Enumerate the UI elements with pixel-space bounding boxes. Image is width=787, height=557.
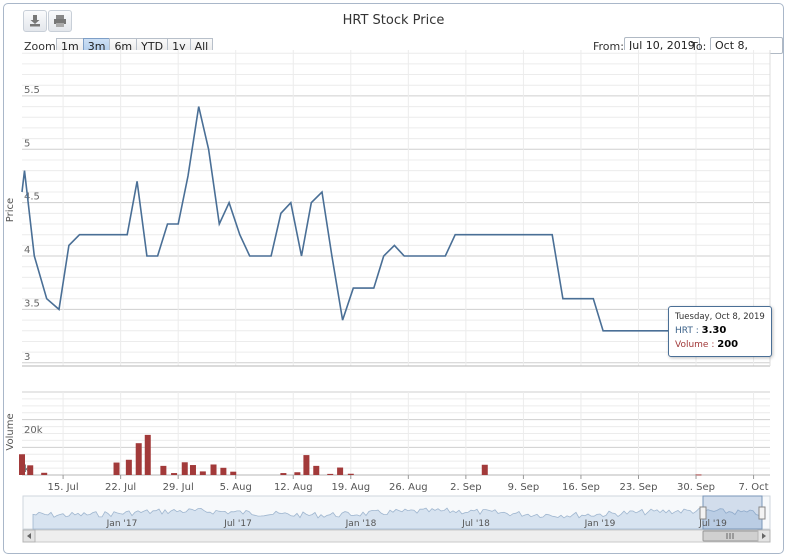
- scrollbar-thumb[interactable]: [702, 530, 760, 542]
- price-line: [21, 106, 700, 332]
- volume-bar[interactable]: [210, 464, 217, 475]
- x-tick-label: 30. Sep: [677, 482, 715, 493]
- price-tick-label: 5.5: [24, 85, 40, 96]
- x-tick-label: 7. Oct: [739, 482, 769, 493]
- tooltip-series-value: 3.30: [701, 325, 727, 336]
- volume-bar[interactable]: [171, 473, 178, 475]
- to-label: To:: [691, 40, 707, 53]
- volume-bar[interactable]: [19, 454, 25, 475]
- download-button[interactable]: [23, 10, 47, 32]
- x-tick-label: 5. Aug: [220, 482, 252, 493]
- navigator-label: Jan '18: [345, 519, 377, 529]
- volume-bar[interactable]: [230, 471, 237, 475]
- x-tick-label: 29. Jul: [163, 482, 194, 493]
- volume-bar[interactable]: [294, 472, 301, 475]
- tooltip-date: Tuesday, Oct 8, 2019: [675, 312, 765, 322]
- volume-bar[interactable]: [303, 455, 310, 475]
- volume-bar[interactable]: [199, 471, 206, 475]
- volume-bar[interactable]: [113, 462, 120, 475]
- navigator-handle-left[interactable]: [699, 506, 707, 520]
- volume-tick-label: 20k: [24, 425, 43, 436]
- volume-grid: [22, 391, 770, 476]
- volume-axis-label: Volume: [5, 413, 16, 450]
- volume-bar[interactable]: [695, 474, 702, 476]
- navigator-label: Jul '19: [698, 519, 727, 529]
- volume-bar[interactable]: [220, 467, 227, 475]
- scrollbar[interactable]: [22, 529, 771, 543]
- x-tick-label: 15. Jul: [48, 482, 79, 493]
- volume-bar[interactable]: [327, 473, 334, 475]
- tooltip-series-label: HRT :: [675, 326, 699, 336]
- price-tick-label: 3: [24, 352, 30, 363]
- volume-bar[interactable]: [135, 443, 142, 475]
- price-axis-label: Price: [5, 198, 16, 222]
- navigator-label: Jan '17: [106, 519, 138, 529]
- print-icon: [54, 15, 66, 27]
- price-grid: [22, 50, 771, 367]
- x-axis-labels: 15. Jul 22. Jul 29. Jul 5. Aug 12. Aug 19. Au…: [48, 475, 769, 493]
- tooltip-volume-label: Volume :: [675, 340, 715, 350]
- x-tick-label: 12. Aug: [274, 482, 313, 493]
- volume-bar[interactable]: [160, 465, 167, 475]
- volume-bar[interactable]: [280, 473, 287, 475]
- volume-bar[interactable]: [27, 465, 34, 475]
- x-tick-label: 22. Jul: [105, 482, 136, 493]
- navigator-label: Jan '19: [584, 519, 616, 529]
- scroll-left-arrow-icon: [27, 533, 31, 539]
- navigator-label: Jul '18: [461, 519, 490, 529]
- volume-bar[interactable]: [313, 465, 320, 475]
- tooltip: Tuesday, Oct 8, 2019 HRT : 3.30 Volume :…: [668, 306, 772, 357]
- x-tick-label: 23. Sep: [620, 482, 658, 493]
- navigator-labels: Jan '17 Jul '17 Jan '18 Jul '18 Jan '19 Jul '…: [106, 519, 727, 529]
- volume-bars: [19, 434, 702, 476]
- x-tick-label: 9. Sep: [508, 482, 540, 493]
- volume-bar[interactable]: [347, 473, 354, 475]
- from-label: From:: [593, 40, 624, 53]
- x-tick-label: 26. Aug: [389, 482, 428, 493]
- print-button[interactable]: [48, 10, 72, 32]
- volume-bar[interactable]: [481, 464, 488, 475]
- price-tick-label: 3.5: [24, 298, 40, 309]
- volume-bar[interactable]: [41, 472, 48, 475]
- volume-bar[interactable]: [125, 459, 132, 475]
- x-tick-label: 2. Sep: [450, 482, 482, 493]
- x-tick-label: 16. Sep: [562, 482, 600, 493]
- price-tick-label: 5: [24, 138, 30, 149]
- price-tick-labels: 3 3.5 4 4.5 5 5.5: [24, 85, 40, 363]
- price-tick-label: 4: [24, 245, 30, 256]
- x-tick-label: 19. Aug: [331, 482, 370, 493]
- navigator-label: Jul '17: [223, 519, 252, 529]
- navigator-handle-right[interactable]: [758, 506, 766, 520]
- volume-bar[interactable]: [337, 467, 344, 475]
- volume-tick-label-low: k: [24, 464, 30, 475]
- zoom-label: Zoom: [24, 40, 56, 53]
- volume-bar[interactable]: [144, 434, 151, 475]
- navigator-series: [32, 507, 763, 530]
- volume-bar[interactable]: [189, 465, 196, 475]
- scroll-right-arrow-icon: [762, 533, 766, 539]
- navigator[interactable]: Jan '17 Jul '17 Jan '18 Jul '18 Jan '19 Jul '…: [22, 495, 771, 530]
- tooltip-volume-value: 200: [717, 339, 739, 350]
- scrollbar-grip-icon: [726, 533, 734, 539]
- price-tick-label: 4.5: [24, 192, 40, 203]
- volume-bar[interactable]: [181, 462, 188, 475]
- download-icon: [30, 15, 40, 27]
- chart-title: HRT Stock Price: [342, 13, 445, 28]
